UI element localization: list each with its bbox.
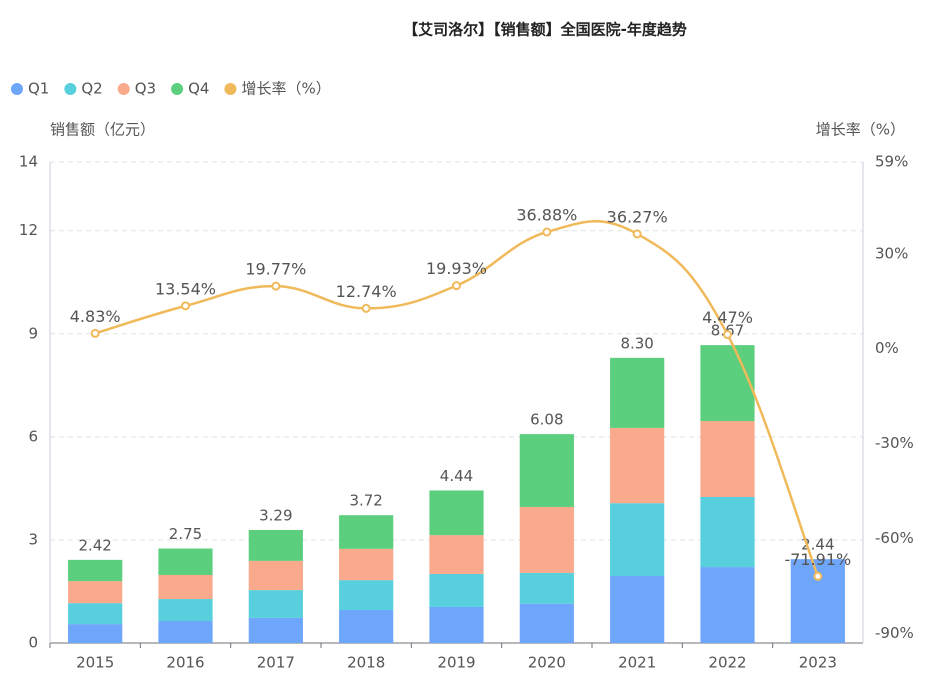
total-label: 3.72 <box>349 492 382 510</box>
bar-segment <box>339 548 394 581</box>
bar-segment <box>519 572 574 604</box>
growth-point <box>271 281 281 291</box>
bar-segment <box>248 617 303 643</box>
bar-segment <box>700 421 755 497</box>
legend-marker <box>224 83 237 95</box>
bar-segment <box>68 624 123 643</box>
bar-segment <box>790 559 845 643</box>
bar-segment <box>68 559 123 582</box>
y-tick-label: 14 <box>19 153 38 171</box>
x-tick-label: 2017 <box>257 654 295 672</box>
y-tick-label: 12 <box>19 221 38 239</box>
bar-segment <box>68 603 123 625</box>
legend-label: Q3 <box>135 80 156 98</box>
bar-segment <box>248 560 303 591</box>
growth-point <box>90 328 100 338</box>
bar-segment <box>158 599 213 622</box>
x-tick-label: 2016 <box>166 654 204 672</box>
bar-segment <box>429 535 484 574</box>
growth-label: 19.93% <box>426 259 487 278</box>
y2-tick-label: 30% <box>875 244 908 262</box>
y-tick-label: 9 <box>28 324 38 342</box>
bar-segment <box>429 490 484 536</box>
growth-point <box>542 227 552 237</box>
bar-segment <box>429 573 484 607</box>
bar-segment <box>610 357 665 428</box>
y2-tick-label: 59% <box>875 153 908 171</box>
growth-label: 19.77% <box>245 260 306 279</box>
y-tick-label: 3 <box>28 530 38 548</box>
growth-point <box>361 303 371 313</box>
chart-title: 【艾司洛尔】【销售额】全国医院-年度趋势 <box>403 21 687 39</box>
x-tick-label: 2021 <box>618 654 656 672</box>
total-label: 4.44 <box>440 467 473 485</box>
bar-segment <box>429 606 484 643</box>
growth-label: 4.83% <box>70 307 121 326</box>
bar-segment <box>610 576 665 643</box>
y2-tick-label: -90% <box>875 624 914 642</box>
y-tick-label: 0 <box>28 634 38 652</box>
bar-segment <box>700 567 755 643</box>
growth-point <box>632 229 642 239</box>
bar-segment <box>700 496 755 568</box>
x-tick-label: 2019 <box>437 654 475 672</box>
bar-segment <box>519 434 574 507</box>
bar-segment <box>519 506 574 573</box>
y2-tick-label: -30% <box>875 434 914 452</box>
total-label: 3.29 <box>259 506 292 524</box>
legend-marker <box>171 83 184 95</box>
bar-segment <box>339 515 394 549</box>
growth-label: 4.47% <box>702 308 753 327</box>
legend-marker <box>117 83 130 95</box>
bar-segment <box>610 427 665 504</box>
legend-label: Q2 <box>81 80 102 98</box>
y2-axis-label: 增长率（%） <box>816 121 905 139</box>
legend-label: 增长率（%） <box>241 80 330 98</box>
x-tick-label: 2020 <box>528 654 566 672</box>
total-label: 8.30 <box>620 334 653 352</box>
growth-point <box>723 330 732 340</box>
bar-segment <box>158 621 213 643</box>
x-tick-label: 2018 <box>347 654 385 672</box>
y-tick-label: 6 <box>28 427 38 445</box>
bar-segment <box>68 581 123 604</box>
total-label: 2.42 <box>78 536 111 554</box>
bar-segment <box>158 548 213 575</box>
growth-label: 13.54% <box>155 279 216 298</box>
x-tick-label: 2023 <box>799 654 837 672</box>
legend-marker <box>11 83 23 95</box>
growth-point <box>181 301 190 311</box>
y-axis-label: 销售额（亿元） <box>50 121 155 139</box>
total-label: 6.08 <box>530 411 563 429</box>
y2-tick-label: 0% <box>875 339 899 357</box>
bar-segment <box>248 529 303 561</box>
bar-segment <box>610 503 665 577</box>
growth-point <box>452 281 461 291</box>
growth-label: 12.74% <box>336 282 397 301</box>
bar-segment <box>339 610 394 643</box>
y2-tick-label: -60% <box>875 529 914 547</box>
bar-segment <box>519 603 574 643</box>
growth-label: 36.88% <box>516 205 577 224</box>
total-label: 2.75 <box>169 525 202 543</box>
bar-segment <box>700 345 755 422</box>
bar-segment <box>158 574 213 600</box>
legend-label: Q4 <box>188 80 209 98</box>
x-tick-label: 2022 <box>708 654 746 672</box>
growth-label: 36.27% <box>607 207 668 226</box>
bar-segment <box>248 590 303 618</box>
bar-segment <box>339 580 394 611</box>
growth-point <box>813 571 823 581</box>
legend-label: Q1 <box>28 80 49 98</box>
legend-marker <box>64 83 77 95</box>
x-tick-label: 2015 <box>76 654 114 672</box>
growth-label: -71.91% <box>784 550 851 569</box>
